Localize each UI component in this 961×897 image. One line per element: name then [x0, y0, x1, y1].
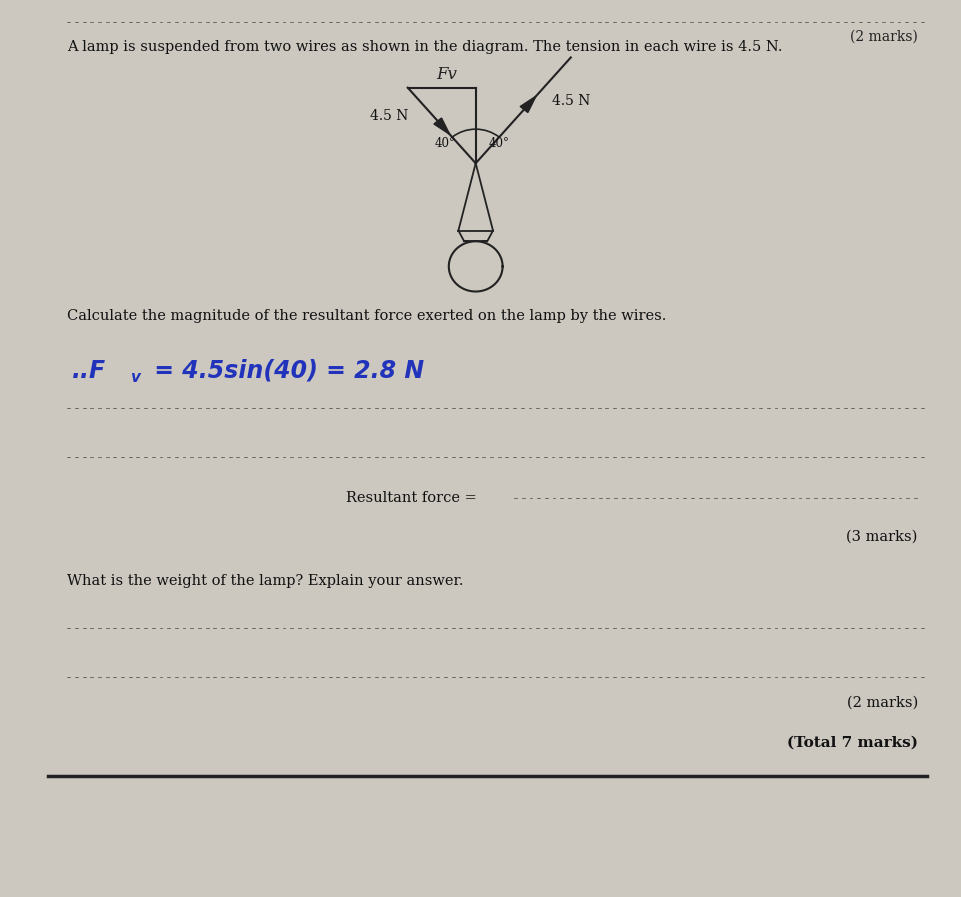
Text: 4.5 N: 4.5 N: [370, 109, 408, 124]
Text: (2 marks): (2 marks): [847, 695, 918, 710]
Text: (3 marks): (3 marks): [847, 529, 918, 544]
Text: 40°: 40°: [434, 137, 456, 150]
Text: Calculate the magnitude of the resultant force exerted on the lamp by the wires.: Calculate the magnitude of the resultant…: [67, 309, 667, 324]
Text: = 4.5sin(40) = 2.8 N: = 4.5sin(40) = 2.8 N: [146, 359, 424, 383]
Text: (2 marks): (2 marks): [850, 30, 918, 44]
Text: 4.5 N: 4.5 N: [552, 94, 590, 109]
Text: v: v: [130, 370, 139, 385]
Polygon shape: [433, 118, 450, 135]
Text: A lamp is suspended from two wires as shown in the diagram. The tension in each : A lamp is suspended from two wires as sh…: [67, 40, 783, 55]
Text: Fv: Fv: [436, 66, 457, 83]
Polygon shape: [520, 96, 536, 112]
Text: 40°: 40°: [488, 137, 509, 150]
Text: (Total 7 marks): (Total 7 marks): [787, 736, 918, 750]
Text: What is the weight of the lamp? Explain your answer.: What is the weight of the lamp? Explain …: [67, 574, 464, 588]
Text: Resultant force =: Resultant force =: [346, 491, 477, 505]
Text: ..F: ..F: [72, 359, 107, 383]
